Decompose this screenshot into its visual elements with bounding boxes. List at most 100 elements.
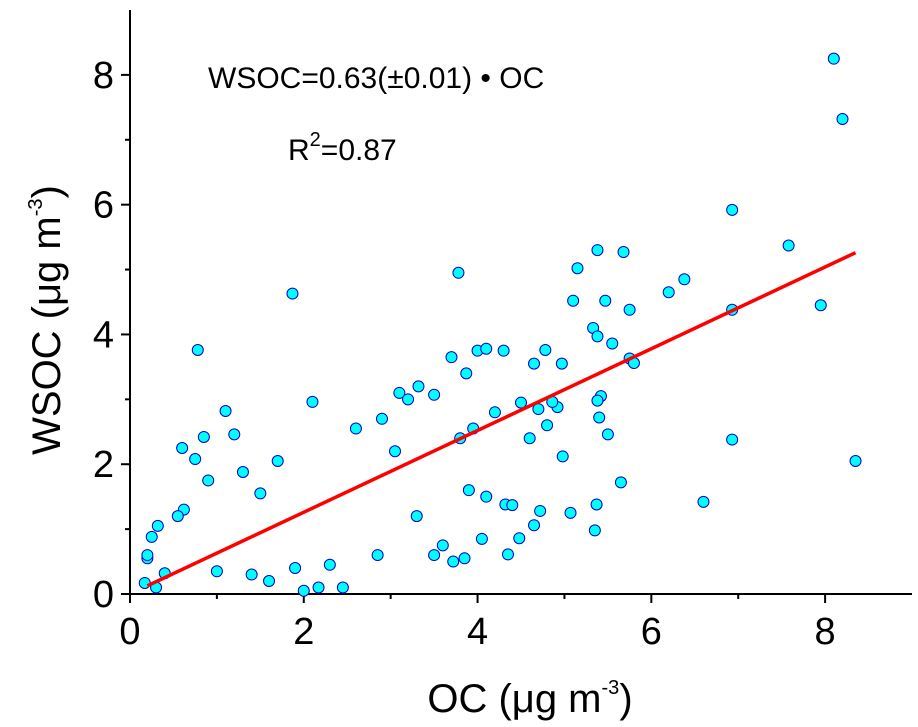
scatter-point — [534, 504, 547, 517]
scatter-point — [202, 474, 215, 487]
scatter-point — [349, 422, 362, 435]
scatter-point — [814, 299, 827, 312]
scatter-point — [564, 506, 577, 519]
scatter-point — [263, 575, 276, 588]
scatter-point — [506, 499, 519, 512]
scatter-point — [210, 565, 223, 578]
y-axis-title-sup: -3 — [25, 198, 47, 216]
scatter-point — [452, 266, 465, 279]
scatter-point — [726, 433, 739, 446]
scatter-point — [599, 294, 612, 307]
x-tick-label: 2 — [293, 611, 314, 653]
scatter-point — [189, 453, 202, 466]
scatter-point — [480, 342, 493, 355]
scatter-point — [176, 442, 189, 454]
scatter-point — [488, 406, 501, 419]
y-tick-label: 8 — [93, 55, 114, 97]
scatter-point — [141, 549, 154, 562]
scatter-point — [171, 510, 184, 523]
scatter-point — [460, 367, 473, 380]
x-tick-label: 6 — [641, 611, 662, 653]
scatter-point — [501, 548, 514, 561]
scatter-point — [289, 562, 302, 575]
scatter-point — [151, 519, 164, 532]
x-axis-title-close: ) — [619, 677, 632, 721]
scatter-point — [447, 555, 460, 568]
scatter-point — [236, 466, 249, 479]
scatter-point — [697, 495, 710, 508]
x-tick-label: 8 — [815, 611, 836, 653]
scatter-point — [555, 357, 568, 370]
equation-annotation: WSOC=0.63(±0.01) • OC — [208, 62, 544, 95]
x-axis-title-sup: -3 — [602, 677, 620, 699]
scatter-point — [591, 394, 604, 407]
r2-prefix: R — [288, 134, 310, 167]
scatter-point — [436, 539, 449, 552]
axes — [121, 10, 912, 603]
scatter-point — [191, 344, 204, 357]
scatter-point — [393, 386, 406, 399]
scatter-point — [528, 357, 541, 370]
scatter-point — [662, 286, 675, 299]
scatter-point — [412, 380, 425, 393]
scatter-point — [593, 411, 606, 424]
y-tick-label: 6 — [93, 185, 114, 227]
r2-superscript: 2 — [310, 129, 321, 151]
x-tick-label: 0 — [119, 611, 140, 653]
scatter-point — [515, 396, 527, 409]
scatter-point — [590, 498, 603, 511]
scatter-point — [286, 287, 299, 300]
scatter-point — [614, 476, 627, 489]
scatter-point — [402, 393, 415, 406]
scatter-point — [591, 330, 604, 343]
scatter-point — [312, 581, 325, 594]
scatter-point — [428, 388, 441, 401]
scatter-point — [623, 303, 636, 316]
scatter-point — [145, 530, 158, 543]
scatter-point — [849, 454, 862, 467]
x-axis-title: OC (μg m-3) — [427, 677, 632, 721]
x-axis-title-main: OC (μg m — [427, 677, 601, 721]
scatter-point — [528, 519, 541, 532]
scatter-point — [389, 445, 402, 458]
scatter-point — [271, 454, 284, 467]
scatter-point — [588, 524, 601, 537]
scatter-point — [323, 558, 336, 571]
scatter-point — [428, 549, 441, 562]
scatter-point — [371, 549, 384, 562]
scatter-point — [480, 490, 493, 503]
scatter-point — [539, 344, 552, 357]
scatter-point — [306, 395, 319, 408]
scatter-point — [254, 487, 267, 500]
regression-line — [146, 251, 857, 588]
fit-line-group — [146, 251, 857, 588]
x-tick-label: 4 — [467, 611, 488, 653]
scatter-point — [541, 419, 554, 432]
scatter-point — [567, 294, 580, 307]
scatter-point — [556, 450, 569, 463]
y-axis-title: WSOC (μg m-3) — [25, 185, 69, 455]
scatter-point — [297, 584, 310, 597]
scatter-point — [836, 113, 849, 126]
data-points — [138, 52, 862, 597]
y-axis-title-close: ) — [25, 185, 69, 198]
scatter-point — [601, 428, 614, 441]
y-tick-label: 2 — [93, 444, 114, 486]
scatter-point — [726, 203, 739, 216]
scatter-point — [782, 239, 795, 252]
scatter-point — [827, 52, 840, 65]
scatter-point — [591, 244, 604, 257]
scatter-point — [606, 337, 619, 350]
scatter-point — [375, 412, 388, 425]
scatter-point — [336, 581, 349, 594]
r2-annotation: R2=0.87 — [288, 129, 397, 167]
scatter-point — [245, 568, 258, 581]
scatter-point — [497, 344, 510, 357]
scatter-point — [523, 432, 536, 445]
scatter-point — [219, 405, 232, 418]
scatter-point — [458, 552, 471, 565]
tick-labels: 0 2 4 6 8 0 2 4 6 8 — [93, 55, 836, 653]
scatter-point — [678, 273, 691, 286]
scatter-point — [462, 484, 475, 497]
